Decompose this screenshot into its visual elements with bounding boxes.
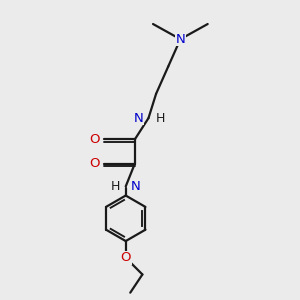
Text: O: O xyxy=(89,133,100,146)
Text: O: O xyxy=(121,251,131,264)
Text: N: N xyxy=(133,112,143,124)
Text: O: O xyxy=(89,157,100,170)
Text: H: H xyxy=(111,180,120,193)
Text: N: N xyxy=(131,180,141,193)
Text: H: H xyxy=(156,112,165,124)
Text: N: N xyxy=(176,33,185,46)
